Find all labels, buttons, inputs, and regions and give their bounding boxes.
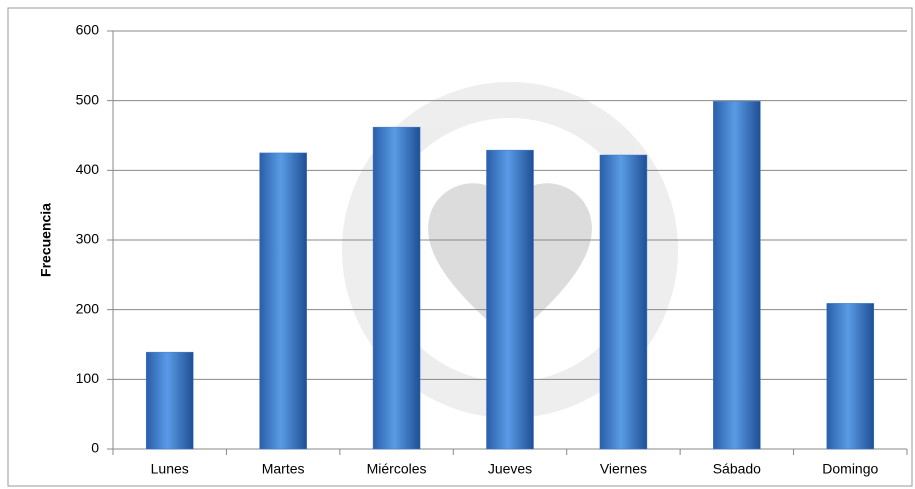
x-tick-label: Domingo	[822, 461, 878, 477]
x-tick-label: Sábado	[713, 461, 761, 477]
y-tick-label: 100	[76, 370, 100, 386]
y-tick-label: 0	[91, 440, 99, 456]
y-tick-label: 300	[76, 231, 100, 247]
x-tick-label: Jueves	[488, 461, 532, 477]
y-tick-label: 600	[76, 22, 100, 38]
x-tick-label: Viernes	[600, 461, 647, 477]
y-tick-label: 400	[76, 161, 100, 177]
x-tick-label: Lunes	[151, 461, 189, 477]
bar	[145, 351, 194, 450]
x-tick-label: Miércoles	[367, 461, 427, 477]
bar	[259, 152, 307, 450]
bar	[486, 149, 534, 450]
x-tick-label: Martes	[262, 461, 305, 477]
bar	[826, 303, 875, 450]
bar	[599, 154, 648, 450]
bar	[713, 101, 761, 450]
y-axis-label: Frecuencia	[38, 203, 54, 277]
y-tick-label: 500	[76, 91, 100, 107]
y-tick-label: 200	[76, 300, 100, 316]
bar	[372, 126, 421, 450]
